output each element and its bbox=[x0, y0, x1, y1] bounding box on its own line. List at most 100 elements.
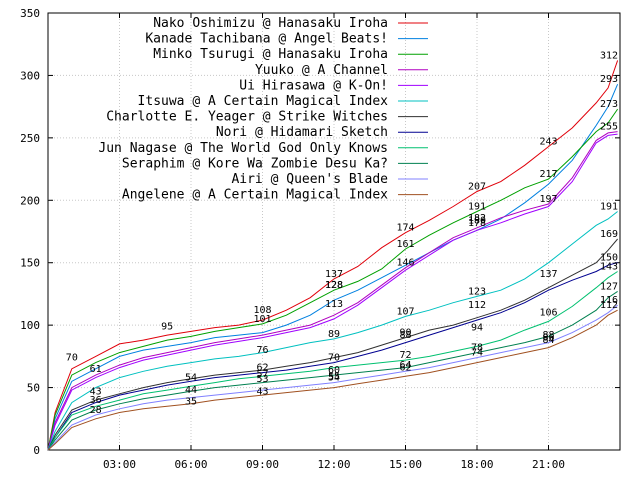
data-label: 217 bbox=[539, 169, 557, 180]
data-label: 54 bbox=[185, 373, 197, 384]
legend-entry-label: Kanade Tachibana @ Angel Beats! bbox=[145, 32, 388, 47]
data-label: 44 bbox=[185, 385, 197, 396]
legend-entry-label: Jun Nagase @ The World God Only Knows bbox=[98, 141, 388, 156]
series-line-12 bbox=[47, 309, 618, 451]
x-tick-label: 18:00 bbox=[460, 458, 493, 471]
data-label: 62 bbox=[256, 363, 268, 374]
data-label: 94 bbox=[471, 323, 483, 334]
legend-entry-label: Itsuwa @ A Certain Magical Index bbox=[138, 94, 389, 109]
data-label: 57 bbox=[256, 369, 268, 380]
series-line-11 bbox=[47, 304, 618, 451]
data-label: 106 bbox=[539, 308, 557, 319]
data-label: 112 bbox=[468, 300, 486, 311]
data-label: 107 bbox=[396, 306, 414, 317]
legend-entry-label: Ui Hirasawa @ K-On! bbox=[239, 78, 388, 93]
x-axis: 03:00 06:00 09:00 12:00 15:00 18:00 21:00 bbox=[103, 13, 565, 471]
legend-entry-label: Nako Oshimizu @ Hanasaku Iroha bbox=[153, 16, 388, 31]
data-label: 84 bbox=[542, 335, 554, 346]
y-tick-label: 200 bbox=[20, 194, 40, 207]
legend-entry-label: Seraphim @ Kore Wa Zombie Desu Ka? bbox=[122, 156, 388, 171]
data-label: 293 bbox=[600, 74, 618, 85]
data-label: 108 bbox=[253, 305, 271, 316]
data-label: 60 bbox=[328, 365, 340, 376]
data-label: 62 bbox=[399, 363, 411, 374]
grid bbox=[48, 13, 620, 450]
y-tick-label: 0 bbox=[33, 444, 40, 457]
data-label: 116 bbox=[600, 295, 618, 306]
data-label: 95 bbox=[161, 321, 173, 332]
legend-entry-label: Charlotte E. Yeager @ Strike Witches bbox=[106, 110, 388, 125]
data-label: 128 bbox=[325, 280, 343, 291]
data-label: 101 bbox=[253, 314, 271, 325]
series-line-10 bbox=[47, 290, 618, 451]
y-tick-label: 100 bbox=[20, 319, 40, 332]
data-label: 191 bbox=[600, 202, 618, 213]
data-label: 143 bbox=[600, 261, 618, 272]
x-tick-label: 09:00 bbox=[246, 458, 279, 471]
x-tick-label: 15:00 bbox=[389, 458, 422, 471]
data-label: 61 bbox=[90, 364, 102, 375]
data-label: 178 bbox=[468, 218, 486, 229]
data-label: 36 bbox=[90, 395, 102, 406]
data-label: 86 bbox=[542, 333, 554, 344]
data-label: 70 bbox=[66, 353, 78, 364]
y-tick-label: 350 bbox=[20, 7, 40, 20]
series-line-5 bbox=[47, 133, 618, 451]
series-line-7 bbox=[47, 238, 618, 451]
legend-entry-label: Minko Tsurugi @ Hanasaku Iroha bbox=[153, 47, 388, 62]
data-label: 207 bbox=[468, 182, 486, 193]
data-label: 182 bbox=[468, 213, 486, 224]
series-line-1 bbox=[47, 60, 619, 451]
data-label: 137 bbox=[325, 269, 343, 280]
y-axis: 0 50 100 150 200 250 300 350 bbox=[20, 7, 620, 457]
data-label: 137 bbox=[539, 269, 557, 280]
data-label: 273 bbox=[600, 99, 618, 110]
legend-entry-label: Yuuko @ A Channel bbox=[255, 63, 388, 78]
data-label: 312 bbox=[600, 50, 618, 61]
data-label: 113 bbox=[325, 299, 343, 310]
data-label: 74 bbox=[471, 348, 483, 359]
legend-entry-label: Airi @ Queen's Blade bbox=[231, 172, 388, 187]
y-tick-label: 150 bbox=[20, 257, 40, 270]
data-label: 55 bbox=[328, 371, 340, 382]
data-label: 89 bbox=[328, 329, 340, 340]
data-label: 174 bbox=[396, 223, 414, 234]
data-label: 70 bbox=[328, 353, 340, 364]
x-tick-label: 21:00 bbox=[532, 458, 565, 471]
data-label: 43 bbox=[90, 386, 102, 397]
data-label: 128 bbox=[325, 280, 343, 291]
data-label: 64 bbox=[399, 360, 411, 371]
data-label: 191 bbox=[468, 202, 486, 213]
data-label: 43 bbox=[256, 386, 268, 397]
x-tick-label: 12:00 bbox=[317, 458, 350, 471]
data-label: 197 bbox=[539, 194, 557, 205]
data-label: 255 bbox=[600, 122, 618, 133]
data-label: 90 bbox=[399, 328, 411, 339]
series-line-6 bbox=[47, 211, 618, 451]
data-label: 76 bbox=[256, 345, 268, 356]
data-label: 35 bbox=[185, 396, 197, 407]
series-line-8 bbox=[47, 262, 618, 451]
data-label: 54 bbox=[328, 373, 340, 384]
series-line-4 bbox=[47, 131, 618, 451]
data-label: 243 bbox=[539, 137, 557, 148]
data-labels: 7095108137174207243312101128182217293128… bbox=[66, 50, 618, 416]
data-label: 161 bbox=[396, 239, 414, 250]
data-label: 180 bbox=[468, 215, 486, 226]
data-label: 169 bbox=[600, 229, 618, 240]
data-label: 88 bbox=[399, 330, 411, 341]
series-line-2 bbox=[47, 84, 619, 451]
data-label: 123 bbox=[468, 286, 486, 297]
series-line-3 bbox=[47, 108, 619, 451]
data-label: 78 bbox=[471, 343, 483, 354]
data-label: 127 bbox=[600, 281, 618, 292]
x-tick-label: 03:00 bbox=[103, 458, 136, 471]
data-label: 88 bbox=[542, 330, 554, 341]
legend-entry-label: Nori @ Hidamari Sketch bbox=[216, 125, 388, 140]
data-label: 53 bbox=[256, 374, 268, 385]
y-tick-label: 300 bbox=[20, 69, 40, 82]
series-line-9 bbox=[47, 271, 618, 451]
data-label: 146 bbox=[396, 258, 414, 269]
